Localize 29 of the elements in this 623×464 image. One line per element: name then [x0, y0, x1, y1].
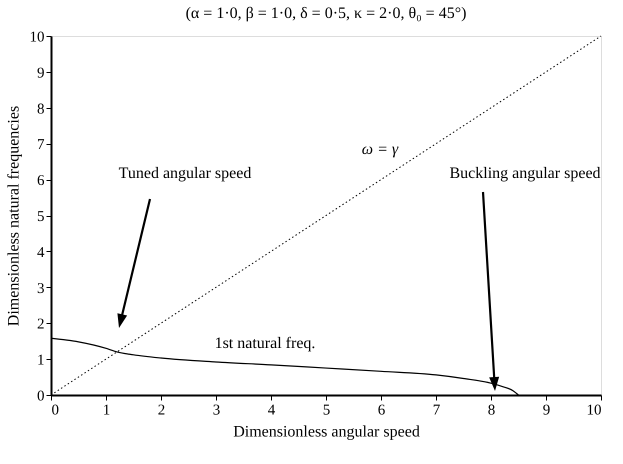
y-tick-label: 1 [37, 352, 44, 369]
y-axis-title: Dimensionless natural frequencies [6, 106, 22, 326]
x-tick-label: 5 [322, 402, 330, 418]
annotation: Buckling angular speed [449, 165, 601, 182]
annotation: 1st natural freq. [214, 335, 316, 352]
y-tick-label: 6 [37, 173, 45, 190]
y-tick-label: 3 [37, 280, 44, 297]
y-tick-label: 8 [37, 101, 44, 118]
x-tick-label: 2 [158, 402, 166, 418]
x-tick-label: 4 [268, 402, 276, 418]
x-tick-label: 7 [432, 402, 441, 418]
x-tick-label: 8 [488, 402, 496, 418]
x-axis-title: Dimensionless angular speed [233, 424, 420, 440]
annotation: ω = γ [362, 141, 399, 158]
x-tick-label: 0 [52, 402, 59, 418]
y-tick-label: 7 [37, 137, 45, 154]
x-tick-label: 9 [542, 402, 550, 418]
y-tick-label: 4 [37, 244, 45, 261]
x-tick-label: 1 [102, 402, 110, 418]
annotation: Tuned angular speed [118, 165, 252, 182]
y-tick-label: 9 [37, 65, 44, 82]
chart-title: (α = 1·0, β = 1·0, δ = 0·5, κ = 2·0, θ₀ = 45°) [186, 5, 466, 22]
x-tick-label: 3 [212, 402, 220, 418]
x-tick-label: 10 [586, 402, 602, 418]
y-tick-label: 10 [30, 30, 44, 46]
y-tick-label: 0 [37, 388, 44, 404]
y-tick-label: 2 [37, 316, 44, 333]
y-tick-label: 5 [37, 209, 44, 225]
x-tick-label: 6 [378, 402, 386, 418]
